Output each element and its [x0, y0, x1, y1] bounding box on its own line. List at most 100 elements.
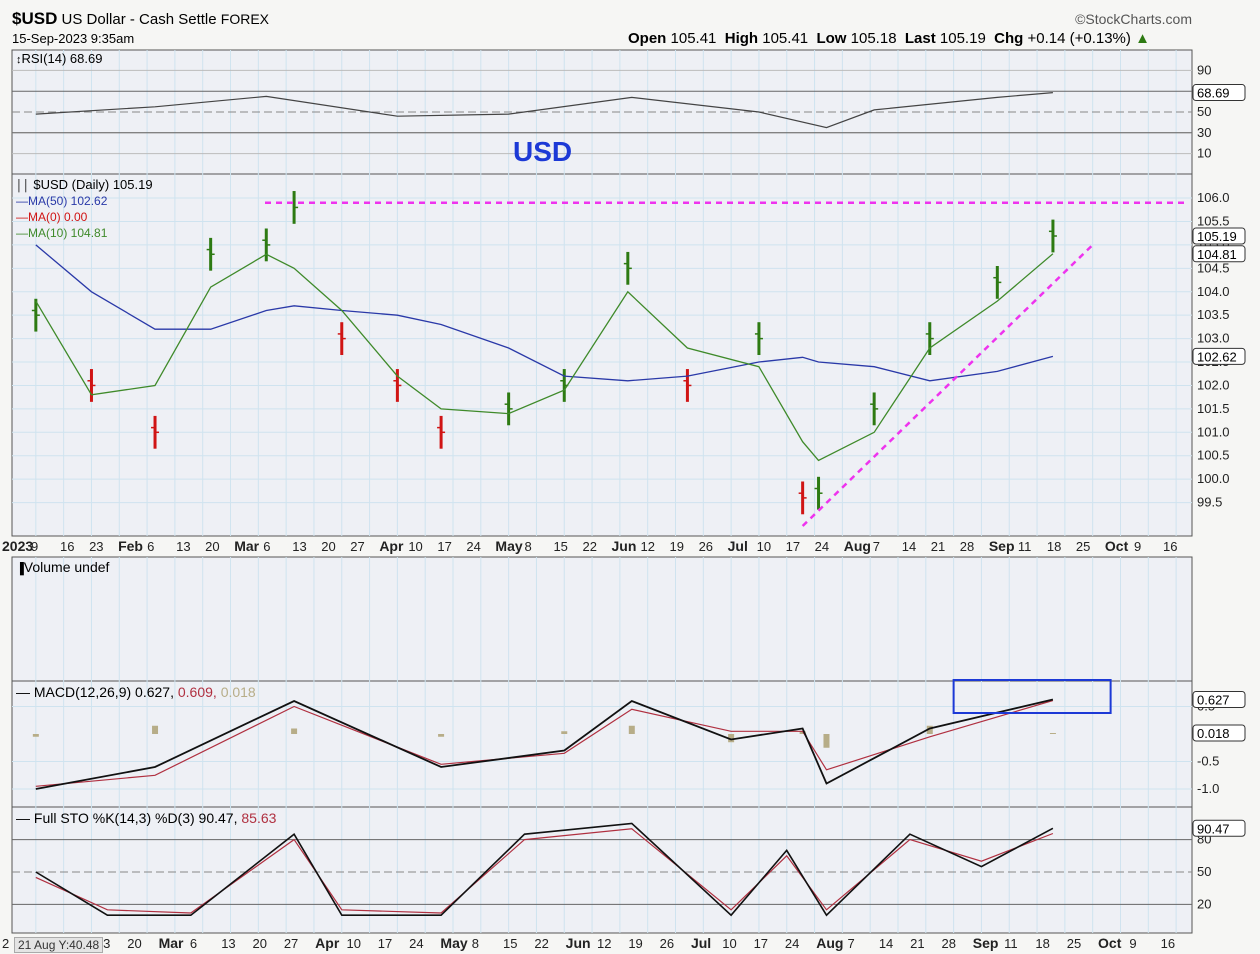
- price-legend: ││ $USD (Daily) 105.19: [16, 177, 153, 192]
- y-tick-label: 105.5: [1197, 213, 1230, 228]
- x-tick-label: 26: [660, 936, 674, 951]
- y-tick-label: 99.5: [1197, 495, 1222, 510]
- trendline-dashed-line: [801, 244, 1094, 527]
- macd-signal-line: [35, 699, 1054, 787]
- ma50-badge-box: [1192, 347, 1246, 365]
- low-label: Low: [816, 30, 847, 47]
- x-tick-label: Mar: [159, 935, 184, 951]
- macd-histogram-bar: [291, 728, 298, 734]
- volume-panel: [11, 556, 1193, 682]
- ma50-swatch: —: [16, 194, 28, 208]
- sto-panel: [11, 806, 1193, 934]
- up-arrow-icon: ▲: [1135, 30, 1150, 47]
- macd-histogram-bar: [561, 731, 568, 734]
- sto-legend-k: Full STO %K(14,3) %D(3) 90.47,: [33, 810, 238, 826]
- chart-title: $USD US Dollar - Cash Settle FOREX: [12, 9, 269, 29]
- ma0-legend-text: MA(0) 0.00: [28, 210, 88, 224]
- y-tick-label: 50: [1197, 104, 1211, 119]
- x-tick-label: Oct: [1098, 935, 1122, 951]
- y-tick-label: 90: [1197, 62, 1211, 77]
- macd-hist-badge-box: [1192, 724, 1246, 742]
- last-price-badge: 105.19: [1197, 229, 1237, 244]
- ma10-badge: 104.81: [1197, 247, 1237, 262]
- x-tick-label: 14: [879, 936, 893, 951]
- x-tick-label: 8: [524, 539, 531, 554]
- macd-legend: — MACD(12,26,9) 0.627, 0.609, 0.018: [16, 684, 256, 700]
- y-tick-label: 103.5: [1197, 307, 1230, 322]
- macd-histogram-bar: [152, 725, 159, 734]
- high-label: High: [724, 30, 759, 47]
- x-tick-label: 24: [785, 936, 799, 951]
- last-price-badge-box: [1192, 227, 1246, 245]
- x-tick-label: 2023: [2, 538, 33, 554]
- instrument-name: US Dollar - Cash Settle: [61, 11, 217, 28]
- x-tick-label: 18: [1047, 539, 1061, 554]
- volume-icon: ▐: [16, 563, 24, 575]
- x-tick-label: 28: [960, 539, 974, 554]
- macd-histogram-bar: [628, 725, 635, 734]
- macd-panel: [11, 680, 1193, 808]
- ma10-badge-box: [1192, 245, 1246, 263]
- x-tick-label: 6: [263, 539, 270, 554]
- x-tick-label: 6: [190, 936, 197, 951]
- x-tick-label: 17: [437, 539, 451, 554]
- rsi-line: [35, 92, 1053, 129]
- panel-frames: [11, 49, 1193, 934]
- price-plot: [31, 191, 1185, 527]
- x-tick-label: 12: [641, 539, 655, 554]
- high-value: 105.41: [762, 30, 809, 47]
- x-tick-label: 13: [292, 539, 306, 554]
- macd-legend-main: MACD(12,26,9) 0.627,: [33, 684, 174, 700]
- x-tick-label: 15: [553, 539, 567, 554]
- ma10-line: [35, 253, 1054, 462]
- x-tick-label: 20: [127, 936, 141, 951]
- rsi-legend: ↕RSI(14) 68.69: [16, 51, 102, 66]
- macd-plot: [32, 679, 1112, 790]
- x-tick-label: Sep: [989, 538, 1015, 554]
- open-label: Open: [628, 30, 667, 47]
- y-tick-label: 104.5: [1197, 260, 1230, 275]
- volume-legend: ▐Volume undef: [16, 559, 109, 575]
- open-value: 105.41: [670, 30, 717, 47]
- y-tick-label: 101.5: [1197, 401, 1230, 416]
- x-tick-label: Aug: [844, 538, 871, 554]
- rsi-value-badge-box: [1192, 84, 1246, 102]
- ma0-legend: —MA(0) 0.00: [16, 210, 87, 224]
- ma50-line: [35, 244, 1054, 382]
- x-tick-label: 11: [1018, 539, 1032, 554]
- x-tick-label: 22: [582, 539, 596, 554]
- x-tick-label: 7: [873, 539, 880, 554]
- x-tick-label: 6: [147, 539, 154, 554]
- x-tick-label: 15: [503, 936, 517, 951]
- ma10-legend: —MA(10) 104.81: [16, 226, 107, 240]
- y-tick-label: 50: [1197, 864, 1211, 879]
- x-tick-label: 18: [1035, 936, 1049, 951]
- ma50-badge: 102.62: [1197, 349, 1237, 364]
- ma50-legend-text: MA(50) 102.62: [28, 194, 108, 208]
- x-tick-label: 11: [1004, 936, 1018, 951]
- brand: ©StockCharts.com: [1075, 11, 1192, 27]
- macd-histogram-bar: [728, 734, 735, 743]
- rsi-legend-text: RSI(14) 68.69: [21, 51, 103, 66]
- ma10-swatch: —: [16, 226, 28, 240]
- macd-value-badge-box: [1192, 691, 1246, 709]
- x-tick-label: Sep: [973, 935, 999, 951]
- x-tick-label: 27: [284, 936, 298, 951]
- y-axis-labels: 90503010106.0105.5105.0104.5104.0103.510…: [1192, 62, 1246, 911]
- ohlc-bar: Open 105.41 High 105.41 Low 105.18 Last …: [628, 30, 1150, 47]
- chg-value: +0.14 (+0.13%): [1027, 30, 1131, 47]
- y-tick-label: 20: [1197, 896, 1211, 911]
- x-tick-label: 16: [1161, 936, 1175, 951]
- x-tick-label: 19: [628, 936, 642, 951]
- chart-date: 15-Sep-2023 9:35am: [12, 31, 135, 46]
- sto-plot: [35, 822, 1054, 917]
- chg-label: Chg: [994, 30, 1024, 47]
- x-tick-label: 27: [350, 539, 364, 554]
- usd-annotation: USD: [513, 136, 573, 167]
- x-tick-label: 16: [60, 539, 74, 554]
- x-tick-label: 9: [31, 539, 38, 554]
- ma0-swatch: —: [16, 210, 28, 224]
- x-tick-label: 13: [221, 936, 235, 951]
- ma10-legend-text: MA(10) 104.81: [28, 226, 108, 240]
